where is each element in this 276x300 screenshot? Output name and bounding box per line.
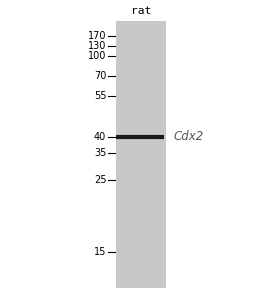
Text: 100: 100 <box>88 51 106 62</box>
Text: Cdx2: Cdx2 <box>174 130 204 143</box>
Text: 35: 35 <box>94 148 106 158</box>
FancyBboxPatch shape <box>116 21 166 288</box>
Text: 170: 170 <box>88 31 106 41</box>
Text: 25: 25 <box>94 175 106 185</box>
Text: 70: 70 <box>94 70 106 81</box>
Text: 15: 15 <box>94 247 106 257</box>
Text: 40: 40 <box>94 131 106 142</box>
Text: 55: 55 <box>94 91 106 101</box>
Text: 130: 130 <box>88 40 106 51</box>
Text: rat: rat <box>131 7 151 16</box>
